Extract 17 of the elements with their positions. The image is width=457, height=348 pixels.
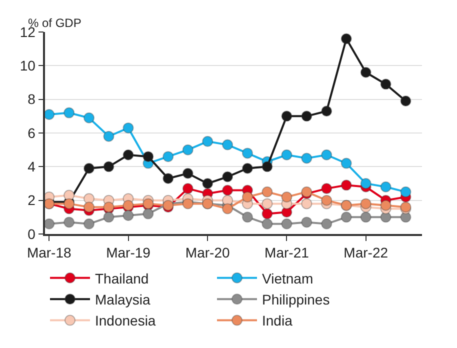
y-tick-label: 10	[20, 58, 36, 74]
y-tick-label: 0	[28, 226, 36, 242]
legend-label: India	[262, 312, 293, 329]
legend-label: Indonesia	[95, 312, 156, 329]
x-tick-label: Mar-18	[26, 244, 72, 261]
y-tick-label: 4	[28, 158, 36, 175]
y-tick-label: 6	[28, 124, 36, 141]
legend-label: Vietnam	[262, 270, 314, 286]
y-tick-label: 2	[28, 192, 36, 208]
y-tick-label: 8	[28, 91, 36, 108]
legend-label: Thailand	[95, 270, 149, 286]
x-tick-label: Mar-21	[264, 244, 310, 261]
x-tick-label: Mar-22	[344, 244, 388, 261]
x-tick-label: Mar-19	[106, 244, 151, 261]
x-tick-label: Mar-20	[185, 244, 230, 261]
legend-label: Philippines	[262, 292, 330, 308]
legend-label: Malaysia	[95, 292, 150, 308]
